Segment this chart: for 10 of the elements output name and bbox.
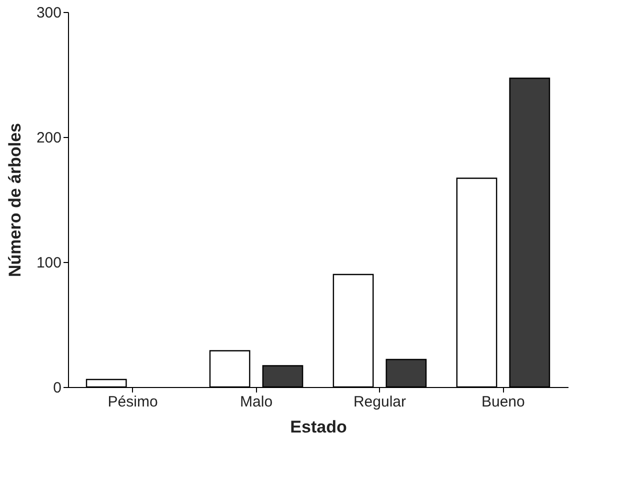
y-tick-label: 300 [36, 4, 62, 22]
x-tick-label: Bueno [482, 394, 525, 410]
y-tick-label: 0 [53, 380, 62, 396]
x-tick-label: Malo [240, 394, 273, 410]
x-tick-label: Regular [353, 394, 406, 410]
y-tick-label: 100 [36, 254, 62, 272]
y-tick-label: 200 [36, 130, 62, 146]
x-axis-title: Estado [290, 418, 347, 436]
y-axis-title: Número de árboles [5, 123, 24, 277]
x-tick-label: Pésimo [108, 394, 158, 410]
